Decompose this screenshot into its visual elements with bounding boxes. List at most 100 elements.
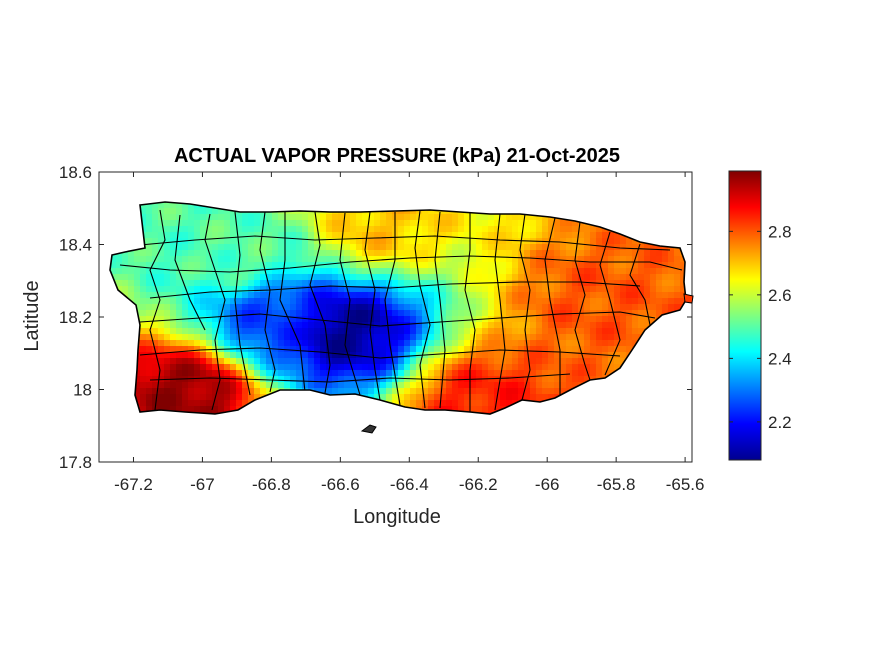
field-cell: [356, 292, 363, 299]
field-cell: [470, 226, 477, 233]
field-cell: [518, 352, 525, 359]
field-cell: [344, 238, 351, 245]
field-cell: [236, 364, 243, 371]
field-cell: [212, 214, 219, 221]
field-cell: [380, 226, 387, 233]
field-cell: [464, 364, 471, 371]
field-cell: [152, 208, 159, 215]
field-cell: [578, 328, 585, 335]
field-cell: [404, 286, 411, 293]
field-cell: [434, 400, 441, 407]
field-cell: [572, 322, 579, 329]
field-cell: [146, 310, 153, 317]
field-cell: [158, 328, 165, 335]
field-cell: [560, 364, 567, 371]
island-coastline: [109, 201, 687, 415]
field-cell: [542, 268, 549, 275]
field-cell: [650, 256, 657, 263]
field-cell: [512, 268, 519, 275]
field-cell: [272, 268, 279, 275]
field-cell: [224, 352, 231, 359]
field-cell: [194, 322, 201, 329]
field-cell: [224, 268, 231, 275]
field-cell: [428, 358, 435, 365]
field-cell: [398, 274, 405, 281]
field-cell: [272, 232, 279, 239]
field-cell: [218, 208, 225, 215]
field-cell: [428, 322, 435, 329]
field-cell: [326, 322, 333, 329]
municipality-border: [414, 210, 431, 409]
field-cell: [668, 280, 675, 287]
field-cell: [632, 328, 639, 335]
field-cell: [458, 292, 465, 299]
field-cell: [182, 358, 189, 365]
field-cell: [344, 232, 351, 239]
field-cell: [512, 382, 519, 389]
field-cell: [410, 214, 417, 221]
field-cell: [494, 244, 501, 251]
field-cell: [674, 250, 681, 257]
field-cell: [458, 232, 465, 239]
field-cell: [452, 364, 459, 371]
field-cell: [548, 328, 555, 335]
field-cell: [596, 352, 603, 359]
field-cell: [428, 226, 435, 233]
field-cell: [194, 262, 201, 269]
eastern-islets: [683, 293, 694, 304]
field-cell: [464, 316, 471, 323]
map-plot-area: [98, 171, 694, 463]
field-cell: [560, 322, 567, 329]
field-cell: [128, 250, 135, 257]
field-cell: [464, 406, 471, 413]
field-cell: [536, 262, 543, 269]
field-cell: [194, 298, 201, 305]
field-cell: [290, 340, 297, 347]
field-cell: [578, 250, 585, 257]
field-cell: [446, 232, 453, 239]
field-cell: [128, 262, 135, 269]
field-cell: [422, 400, 429, 407]
field-cell: [182, 256, 189, 263]
field-cell: [212, 286, 219, 293]
field-cell: [320, 286, 327, 293]
field-cell: [512, 328, 519, 335]
field-cell: [416, 250, 423, 257]
field-cell: [320, 226, 327, 233]
field-cell: [236, 232, 243, 239]
field-cell: [572, 292, 579, 299]
field-cell: [440, 250, 447, 257]
field-cell: [302, 340, 309, 347]
field-cell: [434, 322, 441, 329]
field-cell: [518, 388, 525, 395]
field-cell: [380, 280, 387, 287]
field-cell: [200, 274, 207, 281]
field-cell: [482, 250, 489, 257]
field-cell: [500, 214, 507, 221]
field-cell: [176, 400, 183, 407]
field-cell: [398, 304, 405, 311]
field-cell: [260, 292, 267, 299]
field-cell: [524, 364, 531, 371]
field-cell: [338, 280, 345, 287]
field-cell: [662, 280, 669, 287]
field-cell: [608, 334, 615, 341]
field-cell: [272, 274, 279, 281]
field-cell: [602, 304, 609, 311]
field-cell: [482, 364, 489, 371]
field-cell: [620, 280, 627, 287]
field-cell: [638, 286, 645, 293]
field-cell: [338, 256, 345, 263]
field-cell: [560, 370, 567, 377]
field-cell: [320, 268, 327, 275]
field-cell: [626, 346, 633, 353]
field-cell: [374, 274, 381, 281]
field-cell: [278, 274, 285, 281]
field-cell: [500, 274, 507, 281]
field-cell: [194, 340, 201, 347]
field-cell: [320, 262, 327, 269]
field-cell: [494, 352, 501, 359]
field-cell: [410, 310, 417, 317]
field-cell: [302, 364, 309, 371]
field-cell: [362, 310, 369, 317]
